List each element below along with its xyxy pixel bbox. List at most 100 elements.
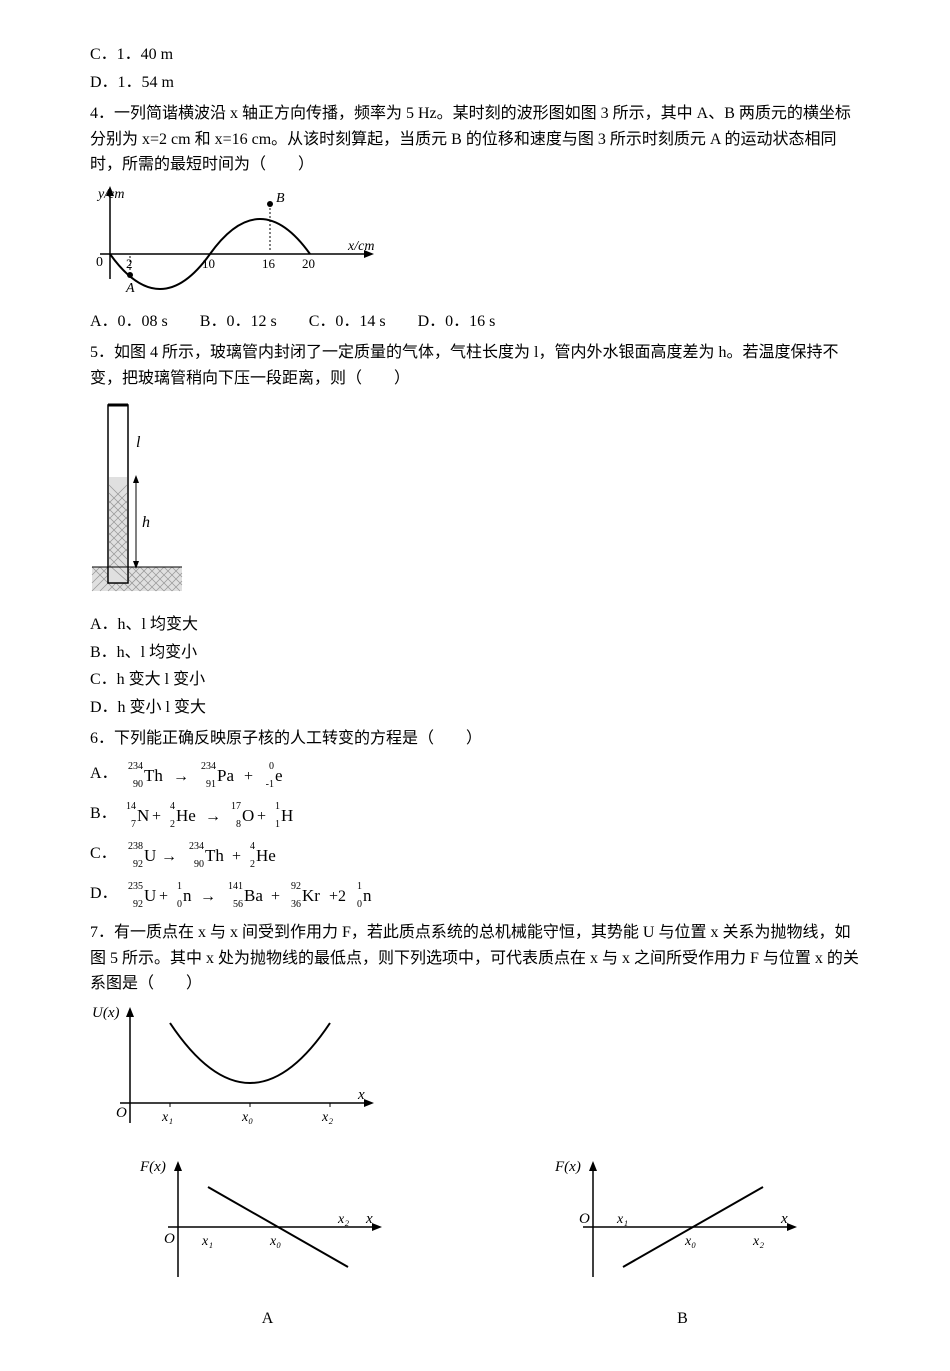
bya	[589, 1161, 597, 1171]
q6-label-C: C．	[90, 841, 116, 867]
q3-option-d: D．1．54 m	[90, 70, 860, 96]
y-arrow	[126, 1007, 134, 1017]
svg-text:Th: Th	[205, 846, 224, 865]
point-b	[267, 201, 273, 207]
svg-text:234: 234	[128, 761, 143, 772]
q7-top-origin: O	[116, 1105, 127, 1121]
q6-options: A． 234 90 Th→ 234 91 Pa+ 0 -1 eB． 14 7 N…	[90, 754, 860, 914]
svg-text:1: 1	[357, 881, 362, 892]
aya	[174, 1161, 182, 1171]
svg-text:N: N	[137, 806, 149, 825]
point-a	[127, 272, 133, 278]
bx1: x₁	[616, 1212, 628, 1227]
ax1: x₁	[201, 1234, 213, 1249]
svg-text:U: U	[144, 886, 156, 905]
bxa	[787, 1223, 797, 1231]
h-label: h	[142, 514, 150, 531]
svg-text:Pa: Pa	[217, 766, 234, 785]
h-arrow-up	[133, 475, 139, 483]
q6-stem: 6．下列能正确反映原子核的人工转变的方程是（ ）	[90, 726, 860, 752]
svg-text:0: 0	[269, 761, 274, 772]
svg-text:2: 2	[170, 819, 175, 830]
svg-text:90: 90	[194, 859, 204, 870]
svg-text:56: 56	[233, 899, 243, 910]
svg-text:4: 4	[250, 841, 255, 852]
svg-text:14: 14	[126, 801, 136, 812]
svg-text:4: 4	[170, 801, 175, 812]
svg-text:1: 1	[275, 801, 280, 812]
svg-text:→: →	[161, 848, 177, 865]
l-label: l	[136, 434, 141, 451]
svg-text:+: +	[244, 768, 253, 785]
svg-text:0: 0	[357, 899, 362, 910]
ax2: x₂	[337, 1212, 349, 1227]
parabola	[170, 1023, 330, 1083]
q7-option-b: F(x) x O x₁ x₀ x₂ B	[505, 1157, 860, 1331]
svg-text:Th: Th	[144, 766, 163, 785]
svg-text:O: O	[242, 806, 254, 825]
svg-text:91: 91	[206, 779, 216, 790]
svg-text:92: 92	[133, 859, 143, 870]
q6-option-a: A． 234 90 Th→ 234 91 Pa+ 0 -1 e	[90, 754, 860, 794]
tick-20: 20	[302, 256, 315, 271]
svg-text:141: 141	[228, 881, 243, 892]
x0: x₀	[241, 1110, 253, 1125]
svg-text:+: +	[232, 848, 241, 865]
svg-text:1: 1	[177, 881, 182, 892]
q7-options-row: F(x) x O x₁ x₀ x₂ A F(x) x O x₁ x₀	[90, 1157, 860, 1331]
q7-top-xlabel: x	[357, 1087, 365, 1103]
q7-option-a: F(x) x O x₁ x₀ x₂ A	[90, 1157, 445, 1331]
svg-text:+: +	[271, 888, 280, 905]
svg-text:+2: +2	[329, 888, 346, 905]
q4-figure: y/cm x/cm A 2 B 10 16 20 0	[90, 184, 860, 303]
b-ylabel: F(x)	[554, 1159, 581, 1175]
svg-text:0: 0	[177, 899, 182, 910]
q6-label-B: B．	[90, 801, 116, 827]
caption-a: A	[90, 1306, 445, 1332]
svg-text:7: 7	[131, 819, 136, 830]
q6-option-d: D． 235 92 U+ 1 0 n→ 141 56 Ba+ 92 36 Kr+…	[90, 874, 860, 914]
axa	[372, 1223, 382, 1231]
svg-text:36: 36	[291, 899, 301, 910]
q3-option-c: C．1．40 m	[90, 42, 860, 68]
ax0: x₀	[269, 1234, 281, 1249]
label-a: A	[125, 281, 135, 294]
svg-text:235: 235	[128, 881, 143, 892]
svg-text:92: 92	[133, 899, 143, 910]
q5-option-c: C．h 变大 l 变小	[90, 667, 860, 693]
svg-text:92: 92	[291, 881, 301, 892]
tick-10: 10	[202, 256, 215, 271]
svg-text:17: 17	[231, 801, 241, 812]
q7-top-figure: U(x) x O x₁ x₀ x₂	[90, 1003, 860, 1152]
svg-text:1: 1	[275, 819, 280, 830]
x2: x₂	[321, 1110, 333, 1125]
svg-text:n: n	[363, 886, 372, 905]
svg-text:n: n	[183, 886, 192, 905]
b-xlabel: x	[780, 1211, 788, 1227]
tick-2: 2	[126, 256, 133, 271]
svg-text:238: 238	[128, 841, 143, 852]
svg-text:e: e	[275, 766, 283, 785]
q4-xlabel: x/cm	[347, 239, 374, 254]
q5-option-b: B．h、l 均变小	[90, 640, 860, 666]
b-origin: O	[579, 1211, 590, 1227]
q6-label-D: D．	[90, 881, 116, 907]
q6-label-A: A．	[90, 761, 116, 787]
svg-text:+: +	[152, 808, 161, 825]
svg-text:90: 90	[133, 779, 143, 790]
q4-options: A．0．08 s B．0．12 s C．0．14 s D．0．16 s	[90, 309, 860, 335]
svg-text:He: He	[256, 846, 276, 865]
svg-text:→: →	[200, 888, 216, 905]
q5-stem: 5．如图 4 所示，玻璃管内封闭了一定质量的气体，气柱长度为 l，管内外水银面高…	[90, 340, 860, 391]
tick-16: 16	[262, 256, 276, 271]
svg-text:+: +	[159, 888, 168, 905]
svg-text:-1: -1	[266, 779, 274, 790]
svg-text:234: 234	[189, 841, 204, 852]
label-b: B	[276, 191, 285, 206]
q4-stem: 4．一列简谐横波沿 x 轴正方向传播，频率为 5 Hz。某时刻的波形图如图 3 …	[90, 101, 860, 178]
q4-option-b: B．0．12 s	[200, 313, 277, 330]
svg-text:+: +	[257, 808, 266, 825]
svg-text:2: 2	[250, 859, 255, 870]
svg-text:→: →	[205, 808, 221, 825]
q7-stem: 7．有一质点在 x 与 x 间受到作用力 F，若此质点系统的总机械能守恒，其势能…	[90, 920, 860, 997]
